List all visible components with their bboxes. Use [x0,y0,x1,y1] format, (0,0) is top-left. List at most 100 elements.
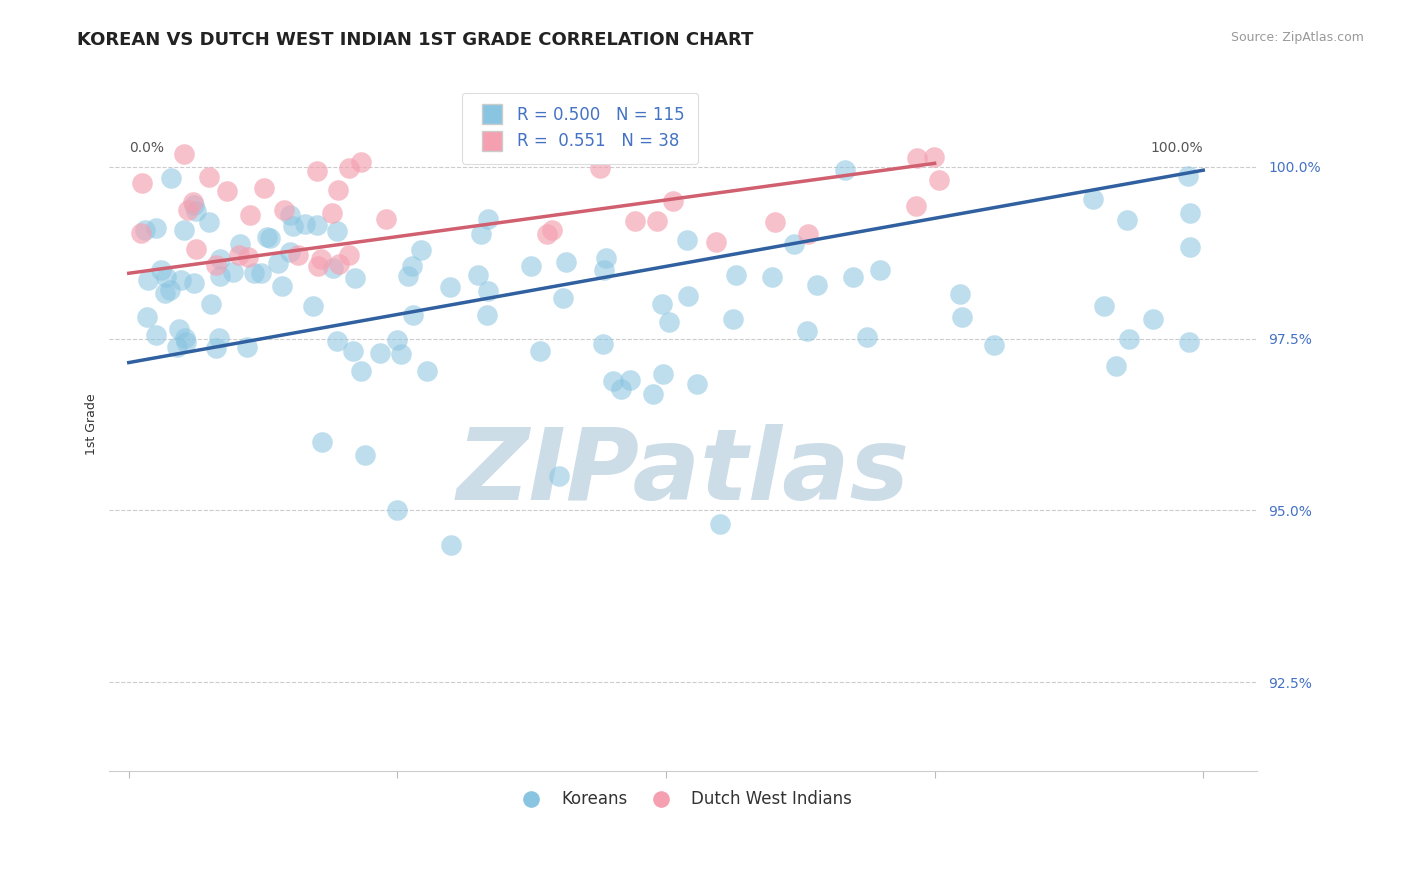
Point [322,260,344,275]
Point [173,147,195,161]
Point [184,203,207,218]
Point [797,227,820,241]
Point [337,248,360,262]
Point [869,262,891,277]
Text: ZIPatlas: ZIPatlas [457,425,910,522]
Point [387,503,409,517]
Point [440,538,463,552]
Point [167,321,190,335]
Point [950,310,973,324]
Point [593,263,616,277]
Point [662,194,685,208]
Point [294,217,316,231]
Point [281,219,304,233]
Point [724,268,747,282]
Point [1178,334,1201,349]
Point [305,163,328,178]
Point [273,203,295,218]
Point [155,270,177,285]
Point [134,223,156,237]
Point [205,341,228,355]
Point [551,291,574,305]
Point [153,286,176,301]
Point [439,279,461,293]
Point [477,212,499,227]
Point [783,237,806,252]
Point [222,264,245,278]
Point [183,276,205,290]
Point [389,347,412,361]
Point [555,255,578,269]
Point [200,297,222,311]
Point [236,250,259,264]
Point [328,258,350,272]
Point [1178,206,1201,220]
Point [236,340,259,354]
Point [321,206,343,220]
Point [396,268,419,283]
Point [228,248,250,262]
Point [326,224,349,238]
Point [326,334,349,348]
Point [610,383,633,397]
Point [1142,312,1164,326]
Point [470,227,492,241]
Point [842,269,865,284]
Y-axis label: 1st Grade: 1st Grade [86,393,98,455]
Point [350,364,373,378]
Point [641,387,664,401]
Point [983,337,1005,351]
Point [170,273,193,287]
Point [619,373,641,387]
Point [1115,213,1137,227]
Point [368,346,391,360]
Point [311,434,333,449]
Point [761,270,783,285]
Point [907,151,929,165]
Point [198,169,221,184]
Point [592,336,614,351]
Point [243,266,266,280]
Point [467,268,489,282]
Point [763,215,786,229]
Point [529,343,551,358]
Point [350,155,373,169]
Point [173,223,195,237]
Point [337,161,360,175]
Point [287,248,309,262]
Point [209,252,232,267]
Point [250,266,273,280]
Point [686,376,709,391]
Text: 100.0%: 100.0% [1150,141,1204,155]
Point [228,237,250,252]
Point [159,283,181,297]
Point [135,310,157,325]
Point [416,363,439,377]
Point [344,271,367,285]
Point [1118,332,1140,346]
Point [183,198,205,212]
Point [186,242,208,256]
Text: KOREAN VS DUTCH WEST INDIAN 1ST GRADE CORRELATION CHART: KOREAN VS DUTCH WEST INDIAN 1ST GRADE CO… [77,31,754,49]
Point [477,284,499,298]
Point [676,234,699,248]
Point [375,211,398,226]
Point [307,260,329,274]
Point [540,222,562,236]
Point [922,150,945,164]
Point [904,199,927,213]
Point [547,469,569,483]
Point [342,343,364,358]
Point [302,299,325,313]
Point [278,208,301,222]
Point [624,214,647,228]
Point [259,231,281,245]
Point [253,180,276,194]
Text: Source: ZipAtlas.com: Source: ZipAtlas.com [1230,31,1364,45]
Point [806,278,828,293]
Point [354,448,377,462]
Point [1083,192,1105,206]
Point [309,252,332,266]
Text: 0.0%: 0.0% [129,141,163,155]
Point [131,176,153,190]
